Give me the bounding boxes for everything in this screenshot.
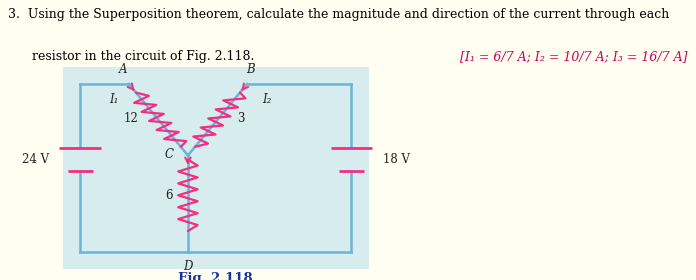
Text: B: B: [246, 63, 255, 76]
Text: I₂: I₂: [262, 93, 271, 106]
Text: 18 V: 18 V: [383, 153, 410, 166]
Text: C: C: [165, 148, 174, 160]
Text: A: A: [119, 63, 127, 76]
Text: D: D: [183, 260, 193, 273]
Text: [I₁ = 6/7 A; I₂ = 10/7 A; I₃ = 16/7 A]: [I₁ = 6/7 A; I₂ = 10/7 A; I₃ = 16/7 A]: [460, 50, 688, 63]
Text: 6: 6: [165, 189, 173, 202]
Text: resistor in the circuit of Fig. 2.118.: resistor in the circuit of Fig. 2.118.: [8, 50, 255, 63]
Text: 3: 3: [237, 112, 244, 125]
Text: 12: 12: [124, 112, 139, 125]
Text: 3.  Using the Superposition theorem, calculate the magnitude and direction of th: 3. Using the Superposition theorem, calc…: [8, 8, 670, 21]
FancyBboxPatch shape: [63, 67, 369, 269]
Text: I₁: I₁: [109, 93, 118, 106]
Text: Fig. 2.118: Fig. 2.118: [178, 272, 253, 280]
Text: 24 V: 24 V: [22, 153, 49, 166]
